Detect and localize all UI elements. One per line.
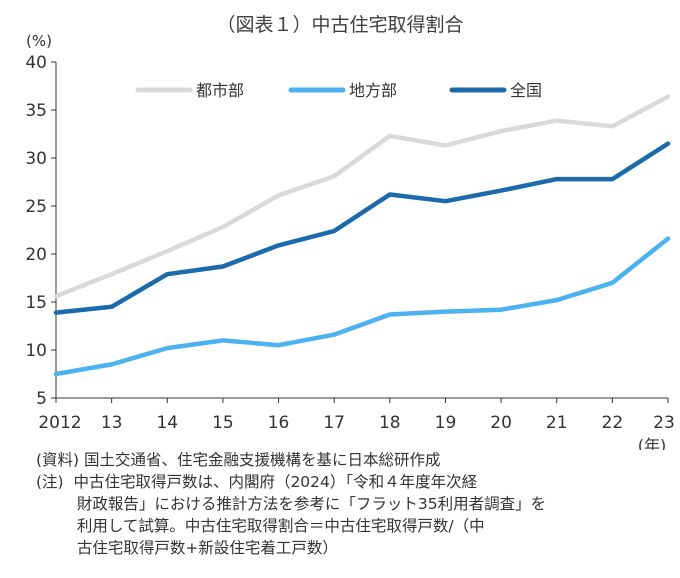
series-line — [53, 236, 671, 377]
series-line — [53, 141, 671, 315]
note-line: (注) 中古住宅取得戸数は、内閣府（2024）「令和４年度年次経 — [36, 473, 478, 491]
chart-title: （図表１）中古住宅取得割合 — [216, 14, 464, 36]
x-tick-label: 18 — [379, 413, 401, 433]
x-axis-unit: (年) — [638, 436, 667, 450]
y-tick-label: 35 — [25, 101, 47, 121]
x-tick-label: 17 — [323, 413, 345, 433]
legend: 都市部 地方部 全国 — [135, 81, 542, 100]
x-tick-label: 2012 — [38, 413, 81, 433]
x-tick-label: 15 — [212, 413, 234, 433]
source-notes: (資料) 国土交通省、住宅金融支援機構を基に日本総研作成 (注) 中古住宅取得戸… — [36, 449, 666, 559]
y-tick-label: 25 — [25, 197, 47, 217]
y-tick-label: 30 — [25, 149, 47, 169]
line-chart: 5 10 15 20 25 30 35 40 (%) 2012 13 14 15 16 17 18 19 20 21… — [25, 32, 674, 450]
x-tick-label: 20 — [490, 413, 512, 433]
y-tick-label: 15 — [25, 293, 47, 313]
y-tick-label: 10 — [25, 341, 47, 361]
x-tick-label: 16 — [268, 413, 290, 433]
x-tick-label: 23 — [653, 413, 675, 433]
legend-label: 地方部 — [349, 81, 397, 100]
legend-label: 全国 — [510, 81, 542, 100]
y-tick-label: 40 — [25, 53, 47, 73]
note-line: 財政報告」における推計方法を参考に「フラット35利用者調査」を — [36, 495, 547, 513]
y-tick-label: 20 — [25, 245, 47, 265]
x-tick-label: 13 — [101, 413, 123, 433]
y-axis-unit: (%) — [26, 32, 52, 50]
series-line — [53, 94, 671, 299]
note-line: 利用して試算。中古住宅取得割合＝中古住宅取得戸数/（中 — [36, 517, 485, 535]
series-lines — [53, 94, 671, 377]
x-tick-label: 19 — [435, 413, 457, 433]
x-tick-label: 21 — [546, 413, 568, 433]
x-tick-label: 22 — [602, 413, 624, 433]
note-line: 古住宅取得戸数+新設住宅着工戸数） — [36, 539, 338, 557]
note-line: (資料) 国土交通省、住宅金融支援機構を基に日本総研作成 — [36, 451, 441, 469]
legend-label: 都市部 — [196, 81, 244, 100]
y-tick-label: 5 — [36, 389, 47, 409]
axes: 5 10 15 20 25 30 35 40 (%) 2012 13 14 15 16 17 18 19 20 21… — [25, 32, 674, 450]
x-tick-label: 14 — [156, 413, 178, 433]
